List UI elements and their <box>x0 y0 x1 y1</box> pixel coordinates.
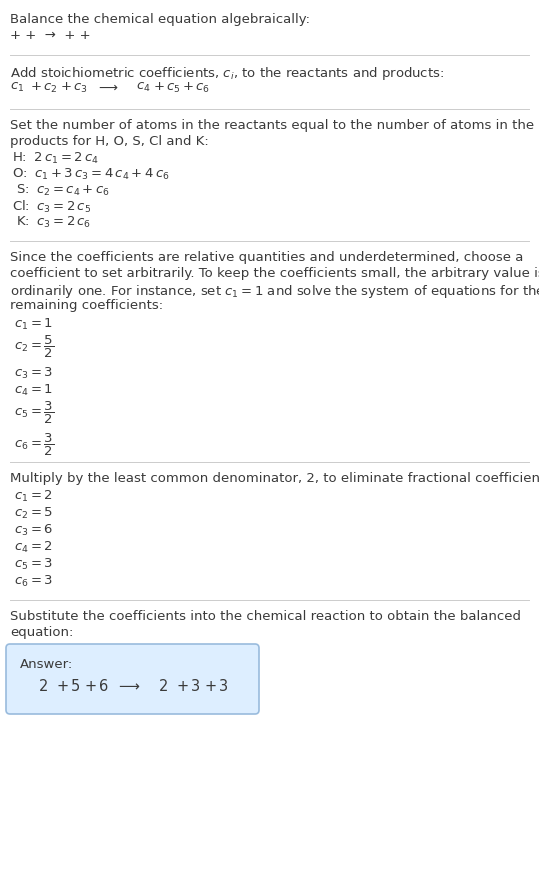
Text: $2$: $2$ <box>158 678 168 694</box>
Text: $+\,3$: $+\,3$ <box>176 678 201 694</box>
Text: $c_1 = 1$: $c_1 = 1$ <box>14 317 53 332</box>
Text: $c_2 = 5$: $c_2 = 5$ <box>14 506 53 521</box>
Text: $c_6 = \dfrac{3}{2}$: $c_6 = \dfrac{3}{2}$ <box>14 432 54 458</box>
Text: $c_4 = 2$: $c_4 = 2$ <box>14 540 53 556</box>
FancyBboxPatch shape <box>6 644 259 714</box>
Text: $\text{H:}\;\;2\,c_1 = 2\,c_4$: $\text{H:}\;\;2\,c_1 = 2\,c_4$ <box>12 151 99 166</box>
Text: $\text{ordinarily one. For instance, set }c_1 = 1\text{ and solve the system of : $\text{ordinarily one. For instance, set… <box>10 283 539 300</box>
Text: $c_2 = \dfrac{5}{2}$: $c_2 = \dfrac{5}{2}$ <box>14 334 54 360</box>
Text: $c_1$: $c_1$ <box>10 81 24 94</box>
Text: $c_5 = 3$: $c_5 = 3$ <box>14 557 53 572</box>
Text: $c_1 = 2$: $c_1 = 2$ <box>14 489 53 504</box>
Text: $c_5 = \dfrac{3}{2}$: $c_5 = \dfrac{3}{2}$ <box>14 400 54 426</box>
Text: $+\,c_5$: $+\,c_5$ <box>153 81 181 95</box>
Text: $\text{O:}\;\;c_1 + 3\,c_3 = 4\,c_4 + 4\,c_6$: $\text{O:}\;\;c_1 + 3\,c_3 = 4\,c_4 + 4\… <box>12 167 170 183</box>
Text: $\text{K:}\;\;c_3 = 2\,c_6$: $\text{K:}\;\;c_3 = 2\,c_6$ <box>16 215 91 230</box>
Text: $+\,c_6$: $+\,c_6$ <box>182 81 210 95</box>
Text: $c_3 = 3$: $c_3 = 3$ <box>14 366 53 381</box>
Text: $+\,5$: $+\,5$ <box>56 678 81 694</box>
Text: + +  →  + +: + + → + + <box>10 29 91 42</box>
Text: $+\,3$: $+\,3$ <box>204 678 229 694</box>
Text: $+\,6$: $+\,6$ <box>84 678 109 694</box>
Text: $+\,c_3$: $+\,c_3$ <box>60 81 88 95</box>
Text: Since the coefficients are relative quantities and underdetermined, choose a: Since the coefficients are relative quan… <box>10 251 523 264</box>
Text: equation:: equation: <box>10 626 73 639</box>
Text: coefficient to set arbitrarily. To keep the coefficients small, the arbitrary va: coefficient to set arbitrarily. To keep … <box>10 267 539 280</box>
Text: $2$: $2$ <box>38 678 48 694</box>
Text: $\;\longrightarrow\;$: $\;\longrightarrow\;$ <box>112 678 141 693</box>
Text: remaining coefficients:: remaining coefficients: <box>10 299 163 312</box>
Text: Set the number of atoms in the reactants equal to the number of atoms in the: Set the number of atoms in the reactants… <box>10 119 534 132</box>
Text: products for H, O, S, Cl and K:: products for H, O, S, Cl and K: <box>10 135 209 148</box>
Text: Balance the chemical equation algebraically:: Balance the chemical equation algebraica… <box>10 13 310 26</box>
Text: $+\,c_2$: $+\,c_2$ <box>30 81 58 95</box>
Text: Substitute the coefficients into the chemical reaction to obtain the balanced: Substitute the coefficients into the che… <box>10 610 521 623</box>
Text: Multiply by the least common denominator, 2, to eliminate fractional coefficient: Multiply by the least common denominator… <box>10 472 539 485</box>
Text: Answer:: Answer: <box>20 658 73 671</box>
Text: $c_6 = 3$: $c_6 = 3$ <box>14 574 53 589</box>
Text: $\;\longrightarrow\;$: $\;\longrightarrow\;$ <box>92 81 119 94</box>
Text: $\text{Cl:}\;\;c_3 = 2\,c_5$: $\text{Cl:}\;\;c_3 = 2\,c_5$ <box>12 199 91 215</box>
Text: $c_3 = 6$: $c_3 = 6$ <box>14 523 53 538</box>
Text: $c_4$: $c_4$ <box>136 81 150 94</box>
Text: $\text{Add stoichiometric coefficients, }c_i\text{, to the reactants and product: $\text{Add stoichiometric coefficients, … <box>10 65 444 82</box>
Text: $\text{S:}\;\;c_2 = c_4 + c_6$: $\text{S:}\;\;c_2 = c_4 + c_6$ <box>16 183 110 198</box>
Text: $c_4 = 1$: $c_4 = 1$ <box>14 383 53 398</box>
